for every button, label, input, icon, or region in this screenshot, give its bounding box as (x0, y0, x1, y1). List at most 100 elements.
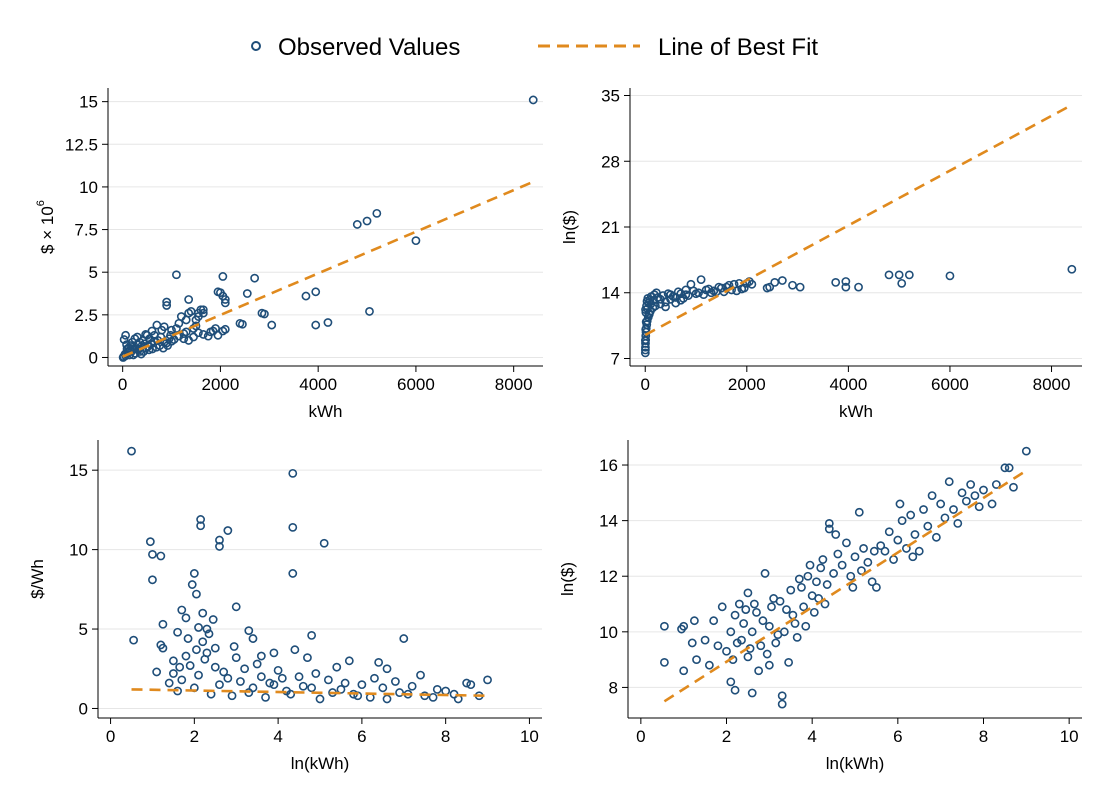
p3-observed-point-29 (288, 522, 298, 532)
p4-observed-point-94 (758, 616, 768, 626)
p4-observed-point-54 (863, 557, 873, 567)
p4-observed-point-98 (775, 596, 785, 606)
p2-x-tick-label-3: 6000 (931, 375, 969, 394)
p2-y-axis-label-main: ln($) (560, 210, 579, 244)
p2-x-tick-label-1: 2000 (728, 375, 766, 394)
p1-observed-point-12 (260, 309, 269, 319)
p2-observed-point-10 (795, 282, 805, 292)
p1-y-tick-label-3: 7.5 (74, 221, 98, 240)
p1-x-tick-label-1: 2000 (202, 375, 240, 394)
p4-observed-point-29 (764, 660, 774, 670)
p3-observed-point-71 (219, 667, 229, 677)
p4-x-tick-label-1: 2 (722, 727, 731, 746)
p1-x-tick-label-3: 6000 (397, 375, 435, 394)
p3-observed-point-50 (294, 672, 304, 682)
p2-observed-point-65 (673, 287, 683, 297)
p3-observed-point-75 (248, 683, 258, 693)
p4-observed-point-25 (752, 607, 761, 617)
p4-observed-point-28 (764, 621, 774, 631)
p2-observed-point-87 (644, 309, 654, 318)
p3-observed-point-20 (198, 608, 208, 618)
p4-observed-point-63 (901, 544, 911, 553)
p3-observed-point-12 (177, 605, 187, 615)
chart-panel-p3: 0 2 4 6 8 10 0 5 10 15 ln(kWh) $/Wh (28, 440, 542, 773)
p2-observed-point-11 (788, 280, 797, 290)
p4-observed-point-66 (914, 546, 924, 556)
p3-observed-point-100 (290, 645, 300, 655)
p4-observed-point-90 (741, 605, 751, 614)
p4-observed-point-16 (730, 610, 740, 620)
p3-observed-point-67 (198, 637, 208, 647)
p3-observed-point-25 (223, 526, 233, 535)
p4-observed-point-105 (805, 560, 815, 570)
p4-observed-point-47 (833, 549, 843, 559)
p3-observed-point-80 (286, 689, 296, 699)
p3-observed-point-101 (269, 648, 279, 658)
p3-observed-point-92 (441, 686, 451, 696)
p4-observed-point-45 (824, 524, 834, 534)
p3-observed-point-18 (196, 515, 206, 524)
p3-observed-point-53 (265, 678, 275, 688)
p1-observed-point-41 (172, 324, 181, 333)
p2-observed-point-9 (831, 278, 841, 287)
p2-observed-point-80 (666, 290, 676, 300)
p1-observed-point-7 (311, 320, 321, 330)
p4-observed-point-76 (957, 488, 967, 498)
p4-observed-point-61 (893, 535, 903, 545)
p4-observed-point-71 (936, 499, 946, 509)
p1-y-tick-label-4: 10 (79, 178, 98, 197)
p3-y-axis-label: $/Wh (28, 559, 47, 599)
p4-observed-point-24 (747, 688, 757, 698)
p4-observed-point-113 (869, 546, 879, 556)
p1-x-tick-label-4: 8000 (495, 375, 533, 394)
p1-observed-point-99 (135, 347, 145, 356)
p3-observed-point-110 (192, 645, 201, 655)
p4-observed-point-15 (726, 677, 736, 687)
p4-observed-point-27 (760, 569, 770, 578)
p1-observed-point-8 (311, 287, 321, 297)
p3-observed-point-99 (303, 653, 312, 663)
chart-panel-p1: 0 2000 4000 6000 8000 0 2.5 5 7.5 10 12.5 15 kWh $ × … (35, 88, 543, 421)
p2-observed-point-70 (699, 290, 709, 300)
p3-observed-point-105 (194, 623, 203, 632)
p3-observed-point-17 (192, 589, 201, 599)
p3-observed-point-10 (168, 656, 178, 666)
p3-observed-point-79 (277, 673, 287, 683)
p3-observed-point-11 (173, 627, 182, 637)
p4-observed-point-44 (824, 519, 834, 528)
p4-x-tick-label-4: 8 (979, 727, 988, 746)
p3-y-tick-label-0: 0 (79, 699, 88, 718)
p3-observed-point-90 (416, 670, 425, 680)
p1-observed-point-0 (528, 95, 538, 105)
p2-observed-point-71 (704, 284, 714, 294)
p1-y-tick-label-1: 2.5 (74, 306, 98, 325)
p4-observed-point-3 (679, 621, 689, 631)
p2-observed-point-15 (762, 283, 772, 293)
p4-observed-point-17 (730, 685, 740, 695)
p4-observed-point-10 (709, 616, 719, 626)
p3-observed-point-56 (231, 653, 241, 663)
p4-observed-point-67 (919, 505, 928, 514)
p4-observed-point-50 (846, 571, 856, 581)
p3-observed-point-66 (164, 678, 174, 688)
p3-best-fit-line (131, 688, 488, 698)
p4-x-axis-label: ln(kWh) (826, 754, 885, 773)
p2-y-axis-label: ln($) (560, 210, 579, 244)
p4-observed-point-0 (660, 621, 669, 631)
p3-observed-point-5 (156, 551, 166, 561)
p4-best-fit-line (663, 469, 1028, 703)
p4-observed-point-57 (876, 541, 886, 551)
p1-x-axis-label: kWh (309, 402, 343, 421)
p3-observed-point-15 (187, 580, 197, 589)
p3-observed-point-27 (244, 626, 254, 636)
p4-observed-point-58 (880, 546, 890, 556)
p3-observed-point-77 (261, 692, 270, 702)
p4-observed-point-22 (743, 588, 753, 598)
p4-observed-point-74 (949, 505, 958, 514)
p4-observed-point-51 (850, 552, 860, 562)
p1-observed-point-17 (218, 272, 228, 281)
p4-observed-point-35 (786, 585, 796, 595)
p3-observed-point-72 (227, 691, 237, 701)
p4-observed-point-23 (747, 627, 757, 637)
p1-y-axis-label-main: $ × 10 (38, 206, 57, 254)
